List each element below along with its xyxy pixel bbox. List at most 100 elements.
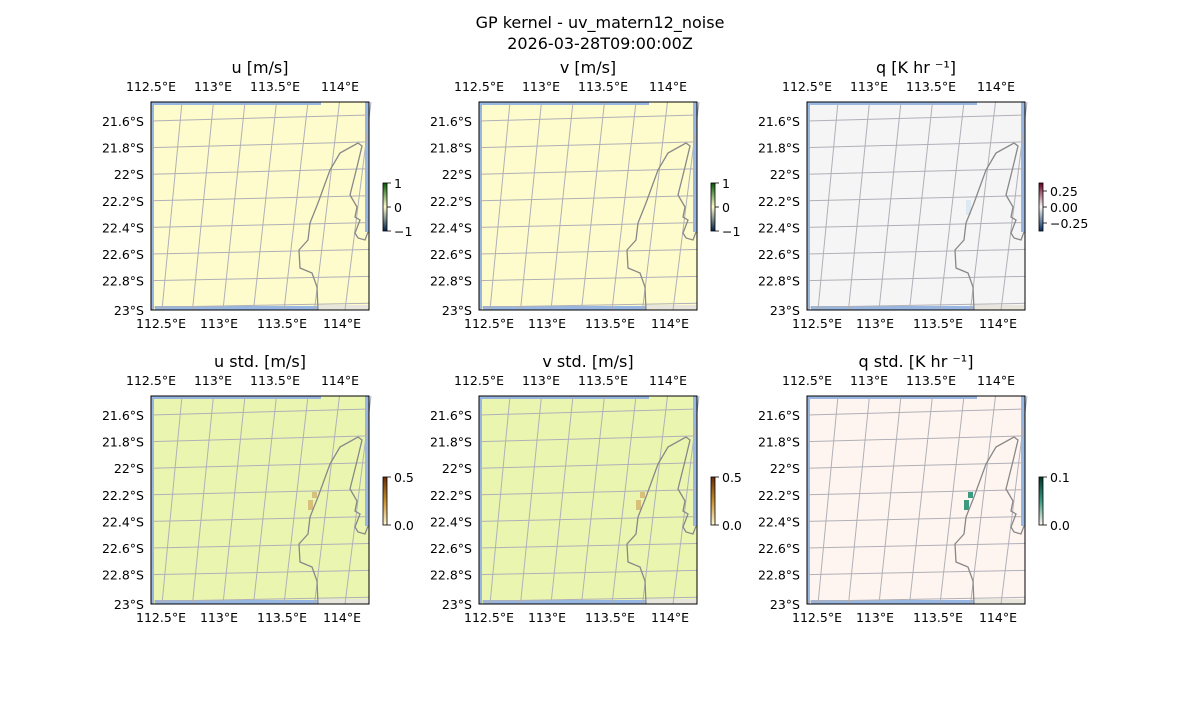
parallel-gridline xyxy=(806,275,1026,282)
colorbar xyxy=(1038,476,1044,526)
meridian-gridline xyxy=(1000,101,1028,311)
lat-tick-label: 22.6°S xyxy=(758,541,800,556)
lat-tick-label: 22.8°S xyxy=(102,568,144,583)
lon-tick-label-bottom: 114°E xyxy=(323,316,361,331)
parallel-gridline xyxy=(478,462,698,469)
lat-tick-label: 22.4°S xyxy=(758,514,800,529)
meridian-gridline xyxy=(939,101,965,311)
parallel-gridline xyxy=(806,302,1026,308)
lon-tick-label-top: 112.5°E xyxy=(454,79,504,94)
lon-tick-label-bottom: 114°E xyxy=(651,610,689,625)
colorbar-tick-label: −1 xyxy=(722,224,740,239)
meridian-gridline xyxy=(253,395,277,605)
meridian-gridline xyxy=(817,101,839,311)
meridian-gridline xyxy=(550,395,574,605)
panel-title: u [m/s] xyxy=(231,58,288,77)
parallel-gridline xyxy=(478,249,698,255)
panel-title: v [m/s] xyxy=(560,58,616,77)
meridian-gridline xyxy=(344,395,372,605)
axes-frame xyxy=(478,395,698,605)
lon-tick-label-top: 112.5°E xyxy=(782,79,832,94)
land-outside xyxy=(974,599,1025,604)
lat-tick-label: 21.8°S xyxy=(430,435,472,450)
lon-tick-label-top: 113°E xyxy=(194,373,232,388)
anomaly-patch xyxy=(964,500,969,510)
ocean-right xyxy=(693,102,697,232)
lon-tick-label-bottom: 113°E xyxy=(856,316,894,331)
parallel-gridline xyxy=(150,516,370,522)
ocean-bottom xyxy=(155,306,318,310)
meridian-gridline xyxy=(550,101,574,311)
axes-frame xyxy=(150,395,370,605)
meridian-gridline xyxy=(611,101,637,311)
lon-tick-label-bottom: 113°E xyxy=(528,316,566,331)
axes-frame xyxy=(806,395,1026,605)
meridian-gridline xyxy=(283,395,309,605)
lon-tick-label-top: 113.5°E xyxy=(906,373,956,388)
parallel-gridline xyxy=(478,408,698,416)
parallel-gridline xyxy=(150,168,370,175)
meridian-gridline xyxy=(283,101,309,311)
ocean-bottom xyxy=(811,600,974,604)
colorbar-tick-label: 0.25 xyxy=(1050,184,1078,199)
lon-tick-label-bottom: 113.5°E xyxy=(585,316,635,331)
meridian-gridline xyxy=(520,101,542,311)
coastline xyxy=(298,436,369,605)
ocean-right xyxy=(1021,102,1025,232)
colorbar-tick-label: 1 xyxy=(722,176,730,191)
map-panel-5: q std. [K hr ⁻¹] 112.5°E 112.5°E 113°E 113°E… xyxy=(758,352,1070,625)
parallel-gridline xyxy=(150,249,370,255)
data-field xyxy=(151,396,369,604)
parallel-gridline xyxy=(150,462,370,469)
anomaly-patch xyxy=(312,492,317,498)
lat-tick-label: 23°S xyxy=(114,303,144,318)
meridian-gridline xyxy=(344,101,372,311)
colorbar xyxy=(710,476,716,526)
coastline xyxy=(298,142,369,311)
ocean-top xyxy=(807,102,977,105)
ocean-left xyxy=(151,102,154,310)
lat-tick-label: 21.6°S xyxy=(758,408,800,423)
meridian-gridline xyxy=(939,395,965,605)
lat-tick-label: 23°S xyxy=(770,597,800,612)
lat-tick-label: 22°S xyxy=(770,167,800,182)
lon-tick-label-top: 113°E xyxy=(850,79,888,94)
parallel-gridline xyxy=(478,596,698,602)
parallel-gridline xyxy=(806,195,1026,202)
colorbar xyxy=(382,476,388,526)
data-field xyxy=(479,102,697,310)
lat-tick-label: 22.4°S xyxy=(102,514,144,529)
lon-tick-label-bottom: 113°E xyxy=(856,610,894,625)
lat-tick-label: 22.4°S xyxy=(430,514,472,529)
ocean-bottom xyxy=(811,306,974,310)
lat-tick-label: 23°S xyxy=(770,303,800,318)
ocean-right xyxy=(365,102,369,232)
ocean-right xyxy=(365,396,369,526)
parallel-gridline xyxy=(150,195,370,202)
parallel-gridline xyxy=(150,222,370,228)
parallel-gridline xyxy=(806,114,1026,122)
ocean-left xyxy=(807,396,810,604)
meridian-gridline xyxy=(611,395,637,605)
lat-tick-label: 22.6°S xyxy=(430,247,472,262)
parallel-gridline xyxy=(478,516,698,522)
lon-tick-label-top: 113°E xyxy=(522,79,560,94)
meridian-gridline xyxy=(161,101,183,311)
lat-tick-label: 22.8°S xyxy=(430,568,472,583)
lon-tick-label-top: 112.5°E xyxy=(126,373,176,388)
lat-tick-label: 23°S xyxy=(442,303,472,318)
colorbar-tick-label: 0.1 xyxy=(1050,470,1070,485)
lon-tick-label-bottom: 112.5°E xyxy=(136,610,186,625)
lon-tick-label-top: 112.5°E xyxy=(454,373,504,388)
colorbar-tick-label: −0.25 xyxy=(1050,216,1088,231)
anomaly-patch xyxy=(640,492,645,498)
meridian-gridline xyxy=(222,101,246,311)
parallel-gridline xyxy=(478,141,698,149)
lat-tick-label: 22.2°S xyxy=(758,194,800,209)
colorbar-tick-label: 1 xyxy=(394,176,402,191)
meridian-gridline xyxy=(222,395,246,605)
parallel-gridline xyxy=(478,543,698,549)
lat-tick-label: 22.2°S xyxy=(758,488,800,503)
coastline xyxy=(954,436,1025,605)
